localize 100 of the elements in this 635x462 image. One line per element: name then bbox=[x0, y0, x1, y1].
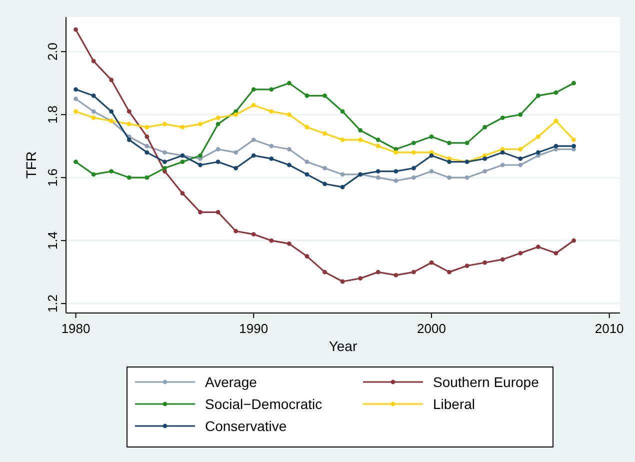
point bbox=[91, 109, 96, 114]
point bbox=[554, 144, 558, 148]
point bbox=[216, 122, 220, 126]
legend-label: Average bbox=[205, 374, 258, 390]
point bbox=[500, 150, 505, 155]
point bbox=[464, 140, 470, 146]
point bbox=[126, 109, 132, 114]
x-axis-title: Year bbox=[328, 338, 358, 354]
point bbox=[198, 122, 202, 126]
x-tick-label: 1990 bbox=[239, 321, 268, 336]
point bbox=[109, 169, 114, 174]
point bbox=[287, 80, 292, 86]
point bbox=[411, 166, 416, 170]
point bbox=[394, 178, 398, 183]
point bbox=[144, 175, 150, 180]
point bbox=[74, 96, 78, 102]
point bbox=[394, 273, 398, 278]
point bbox=[287, 112, 292, 117]
point bbox=[287, 242, 292, 246]
point bbox=[251, 153, 256, 158]
y-tick-label: 2.0 bbox=[45, 42, 60, 61]
point bbox=[304, 160, 310, 164]
point bbox=[340, 184, 345, 190]
point bbox=[536, 150, 540, 155]
point bbox=[234, 166, 238, 170]
point bbox=[340, 109, 345, 114]
y-tick-label: 1.8 bbox=[45, 106, 60, 124]
point bbox=[429, 260, 434, 265]
point bbox=[464, 175, 470, 180]
point bbox=[572, 80, 576, 86]
point bbox=[500, 162, 505, 168]
point bbox=[251, 87, 256, 92]
point bbox=[518, 112, 523, 117]
point bbox=[198, 153, 202, 158]
point bbox=[180, 160, 185, 164]
point bbox=[304, 172, 310, 177]
point bbox=[269, 144, 274, 148]
point bbox=[91, 58, 96, 64]
point bbox=[162, 150, 167, 155]
point bbox=[572, 144, 576, 148]
point bbox=[322, 131, 327, 136]
point bbox=[340, 138, 345, 142]
point bbox=[180, 125, 185, 130]
point bbox=[411, 140, 416, 146]
point bbox=[304, 94, 310, 98]
point bbox=[518, 250, 523, 256]
point bbox=[216, 160, 220, 164]
x-tick-label: 2010 bbox=[594, 321, 624, 336]
point bbox=[322, 94, 327, 98]
point bbox=[358, 276, 363, 281]
point bbox=[269, 156, 274, 161]
point bbox=[144, 134, 150, 139]
y-tick-label: 1.4 bbox=[45, 232, 60, 250]
point bbox=[411, 270, 416, 274]
point bbox=[198, 162, 202, 168]
point bbox=[162, 166, 167, 170]
point bbox=[394, 169, 398, 174]
legend-label: Liberal bbox=[433, 396, 476, 412]
point bbox=[234, 228, 238, 234]
point bbox=[180, 191, 185, 196]
point bbox=[340, 172, 345, 177]
point bbox=[500, 116, 505, 120]
y-tick-label: 1.2 bbox=[45, 294, 60, 313]
point bbox=[482, 125, 488, 130]
point bbox=[109, 78, 114, 82]
point bbox=[234, 150, 238, 155]
point bbox=[554, 118, 558, 124]
point bbox=[572, 138, 576, 142]
point bbox=[74, 109, 78, 114]
point bbox=[216, 210, 220, 214]
point bbox=[322, 270, 327, 274]
point bbox=[536, 94, 540, 98]
point bbox=[251, 102, 256, 108]
point bbox=[234, 112, 238, 117]
point bbox=[376, 169, 380, 174]
point bbox=[376, 175, 380, 180]
point bbox=[126, 138, 132, 142]
point bbox=[251, 232, 256, 236]
point bbox=[91, 172, 96, 177]
point bbox=[358, 128, 363, 133]
point bbox=[162, 122, 167, 126]
point bbox=[74, 87, 78, 92]
point bbox=[482, 156, 488, 161]
point bbox=[198, 210, 202, 214]
point bbox=[572, 238, 576, 243]
point bbox=[144, 125, 150, 130]
point bbox=[500, 257, 505, 262]
point bbox=[518, 156, 523, 161]
point bbox=[269, 109, 274, 114]
point bbox=[447, 160, 452, 164]
point bbox=[304, 125, 310, 130]
point bbox=[109, 109, 114, 114]
x-tick-label: 1980 bbox=[61, 321, 90, 336]
point bbox=[536, 134, 540, 139]
point bbox=[144, 144, 150, 148]
point bbox=[376, 144, 380, 148]
point bbox=[162, 160, 167, 164]
point bbox=[126, 175, 132, 180]
legend-label: Conservative bbox=[205, 418, 287, 434]
legend-label: Southern Europe bbox=[433, 374, 540, 390]
